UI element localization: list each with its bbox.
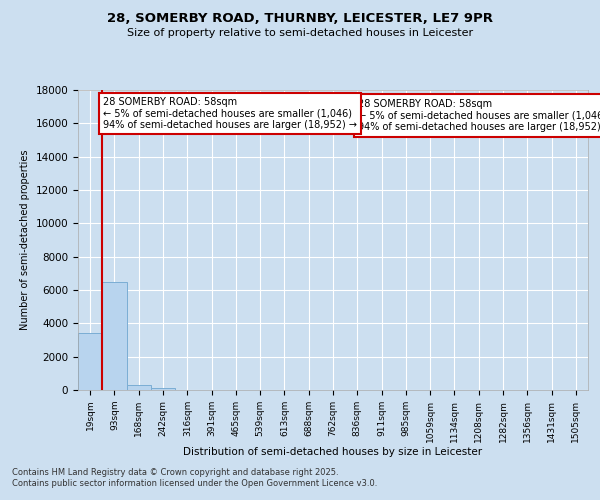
Y-axis label: Number of semi-detached properties: Number of semi-detached properties	[20, 150, 30, 330]
Text: 28, SOMERBY ROAD, THURNBY, LEICESTER, LE7 9PR: 28, SOMERBY ROAD, THURNBY, LEICESTER, LE…	[107, 12, 493, 26]
Bar	[102, 282, 127, 390]
Text: Size of property relative to semi-detached houses in Leicester: Size of property relative to semi-detach…	[127, 28, 473, 38]
Text: 28 SOMERBY ROAD: 58sqm
← 5% of semi-detached houses are smaller (1,046)
94% of s: 28 SOMERBY ROAD: 58sqm ← 5% of semi-deta…	[359, 99, 600, 132]
X-axis label: Distribution of semi-detached houses by size in Leicester: Distribution of semi-detached houses by …	[184, 448, 482, 458]
Bar	[151, 388, 175, 390]
Bar	[78, 334, 102, 390]
Bar	[127, 385, 151, 390]
Text: Contains HM Land Registry data © Crown copyright and database right 2025.
Contai: Contains HM Land Registry data © Crown c…	[12, 468, 377, 487]
Text: 28 SOMERBY ROAD: 58sqm
← 5% of semi-detached houses are smaller (1,046)
94% of s: 28 SOMERBY ROAD: 58sqm ← 5% of semi-deta…	[103, 96, 357, 130]
